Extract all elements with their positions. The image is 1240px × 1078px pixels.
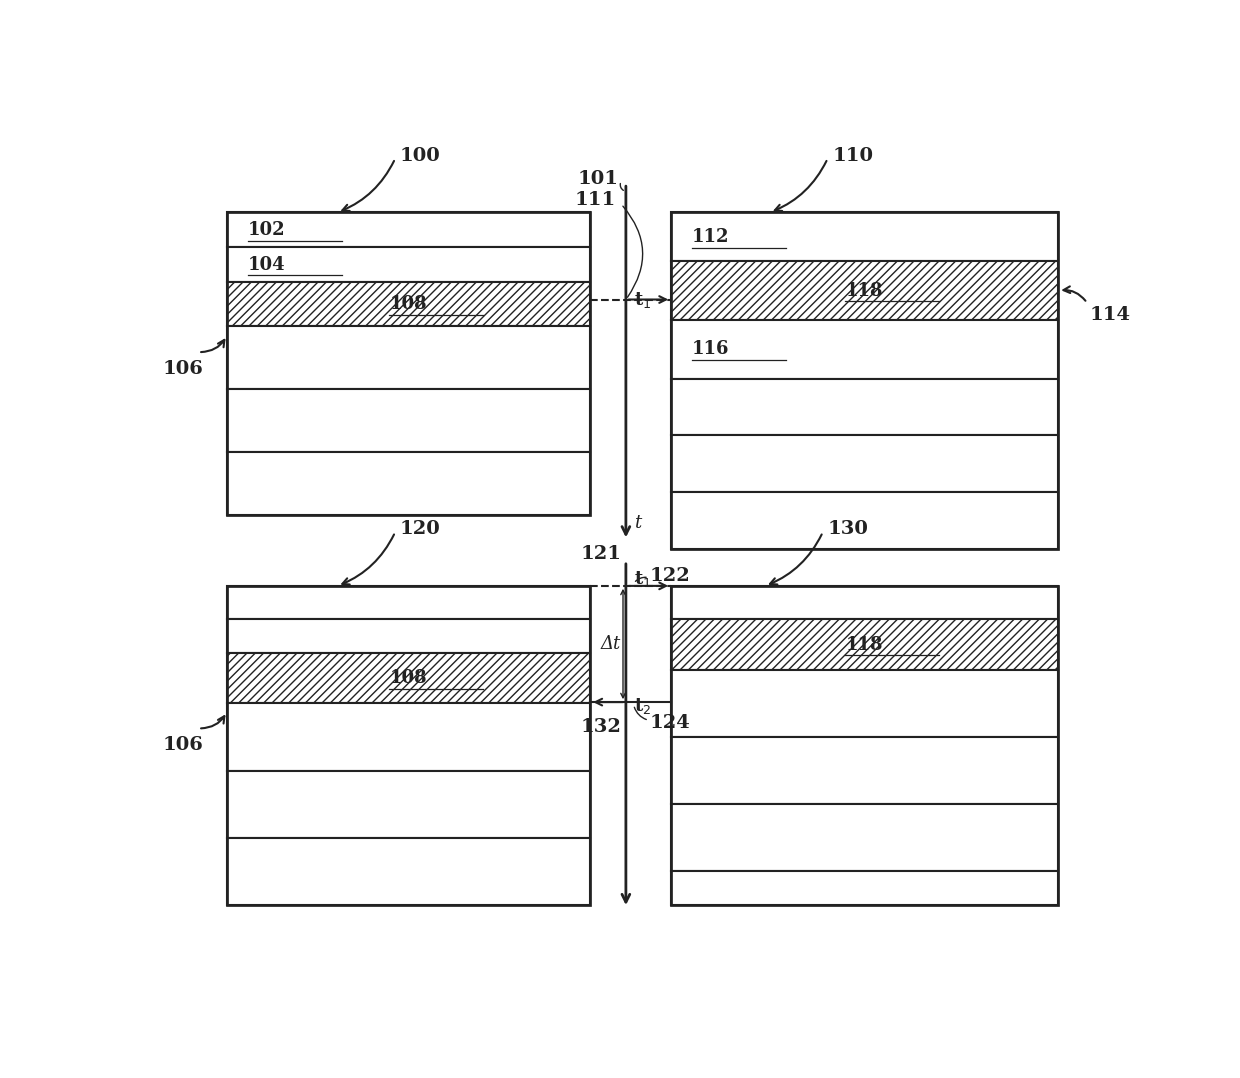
Text: 108: 108 <box>389 295 427 313</box>
Bar <box>227 771 590 838</box>
Bar <box>227 389 590 452</box>
Bar <box>227 586 590 620</box>
Text: 120: 120 <box>401 521 440 538</box>
Text: t$_2$: t$_2$ <box>634 696 651 716</box>
Text: 101: 101 <box>577 170 619 189</box>
Text: 104: 104 <box>248 255 286 274</box>
Text: 116: 116 <box>692 341 729 358</box>
Bar <box>227 282 590 326</box>
Bar <box>671 586 1058 620</box>
Text: 122: 122 <box>650 567 691 585</box>
Bar <box>671 436 1058 492</box>
Text: 106: 106 <box>162 360 203 377</box>
Text: 110: 110 <box>832 147 873 165</box>
Text: 100: 100 <box>401 147 440 165</box>
Bar <box>227 212 590 515</box>
Bar <box>671 212 1058 549</box>
Text: t: t <box>634 514 641 531</box>
Bar <box>671 737 1058 804</box>
Text: t$_1$: t$_1$ <box>634 290 651 309</box>
Text: Δt: Δt <box>601 635 621 653</box>
Text: 106: 106 <box>162 736 203 754</box>
Bar <box>671 320 1058 378</box>
Text: 102: 102 <box>248 221 286 239</box>
Bar <box>227 326 590 389</box>
Text: 118: 118 <box>846 281 883 300</box>
Bar <box>671 871 1058 906</box>
Bar <box>671 586 1058 906</box>
Text: 124: 124 <box>650 714 691 732</box>
Bar <box>671 669 1058 737</box>
Text: 121: 121 <box>580 545 621 564</box>
Text: 118: 118 <box>846 636 883 653</box>
Bar <box>227 620 590 653</box>
Bar <box>227 586 590 906</box>
Text: 132: 132 <box>580 718 621 736</box>
Bar <box>671 212 1058 261</box>
Bar <box>671 804 1058 871</box>
Text: 114: 114 <box>1089 306 1130 324</box>
Text: 112: 112 <box>692 227 729 246</box>
Bar <box>671 378 1058 436</box>
Bar <box>671 492 1058 549</box>
Bar <box>671 261 1058 320</box>
Text: 130: 130 <box>828 521 868 538</box>
Text: t$_1$: t$_1$ <box>634 569 651 590</box>
Bar <box>671 620 1058 669</box>
Bar <box>227 653 590 704</box>
Bar <box>227 212 590 247</box>
Text: 108: 108 <box>389 669 427 688</box>
Bar <box>227 838 590 906</box>
Bar <box>227 704 590 771</box>
Bar <box>227 452 590 515</box>
Bar <box>227 247 590 282</box>
Text: 111: 111 <box>575 191 616 209</box>
